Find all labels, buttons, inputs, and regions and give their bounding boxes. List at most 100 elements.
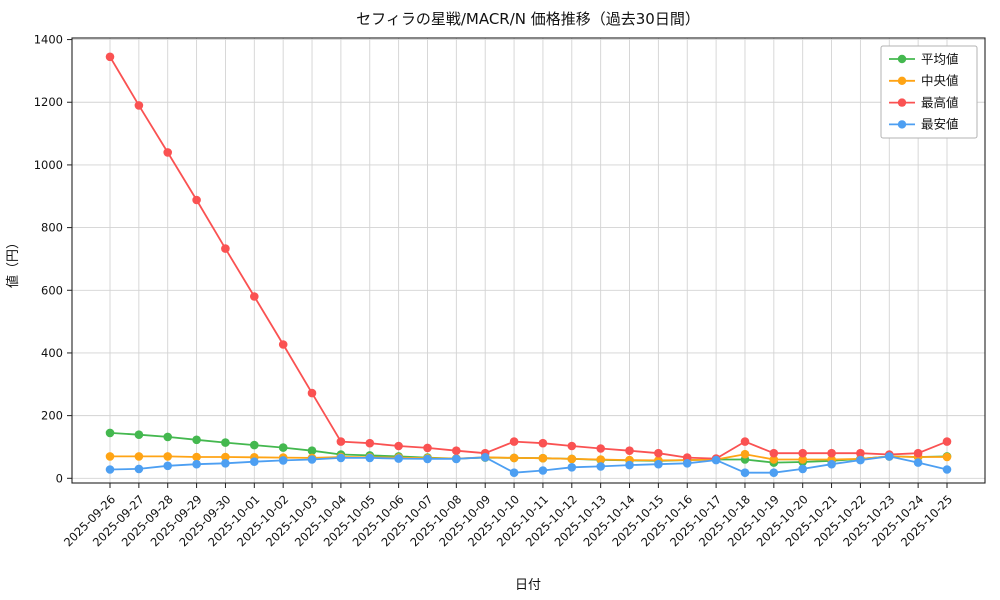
x-axis-label: 日付 (515, 578, 541, 593)
data-point-min (394, 454, 403, 463)
data-point-max (221, 244, 230, 253)
data-point-min (192, 459, 201, 469)
legend-label-median: 中央値 (921, 73, 959, 88)
data-point-median (192, 452, 201, 462)
data-point-max (365, 438, 375, 448)
legend-box (880, 45, 978, 139)
legend-item-max: 最高値 (889, 95, 959, 110)
data-point-median (163, 452, 172, 461)
data-point-max (827, 448, 836, 458)
data-point-average (307, 446, 317, 456)
data-point-min (221, 459, 230, 468)
data-point-max (134, 101, 144, 110)
data-point-min (423, 454, 432, 464)
data-point-average (134, 430, 144, 440)
data-point-max (278, 340, 288, 349)
data-point-average (278, 443, 288, 452)
data-point-median (567, 454, 577, 464)
data-point-median (798, 455, 807, 464)
y-tick-label: 400 (41, 346, 63, 360)
legend-item-median: 中央値 (889, 73, 959, 88)
data-point-max (856, 448, 865, 458)
data-point-max (250, 292, 259, 301)
data-point-min (596, 462, 605, 471)
data-point-min (307, 455, 317, 464)
data-point-min (567, 463, 577, 472)
legend-label-average: 平均値 (921, 51, 959, 66)
data-point-min (336, 453, 346, 463)
data-point-min (798, 464, 807, 474)
data-point-min (942, 465, 952, 474)
data-point-min (885, 452, 894, 461)
data-point-max (942, 437, 952, 446)
y-tick-label: 1400 (34, 33, 63, 47)
data-point-max (394, 441, 403, 451)
y-axis-label: 値（円） (5, 236, 21, 288)
data-point-max (596, 444, 605, 453)
data-point-max (163, 148, 172, 157)
data-point-min (711, 455, 721, 465)
data-point-min (134, 464, 144, 474)
data-point-min (740, 468, 750, 478)
data-point-max (769, 448, 779, 458)
data-point-max (567, 441, 577, 451)
data-point-median (769, 455, 779, 464)
data-point-min (452, 454, 461, 464)
data-point-max (509, 437, 519, 446)
data-point-min (163, 461, 172, 471)
series-layer (105, 52, 952, 478)
legend-label-max: 最高値 (921, 95, 959, 110)
data-point-median (596, 455, 605, 464)
y-tick-label: 200 (41, 409, 63, 423)
data-point-max (192, 195, 201, 205)
series-line-max (109, 55, 948, 460)
data-point-min (769, 468, 779, 478)
data-point-max (654, 448, 663, 458)
data-point-max (625, 446, 634, 456)
data-point-average (192, 435, 201, 445)
data-point-max (798, 448, 807, 458)
data-point-max (307, 388, 317, 398)
data-point-max (105, 52, 115, 62)
series-line-min (109, 455, 948, 474)
data-point-min (682, 459, 692, 468)
data-point-min (509, 468, 519, 478)
chart-title: セフィラの星戦/MACR/N 価格推移（過去30日間） (356, 10, 700, 28)
data-point-average (105, 428, 115, 438)
data-point-min (365, 453, 375, 463)
data-point-min (480, 453, 490, 462)
data-point-min (105, 465, 115, 474)
data-point-min (913, 458, 923, 467)
series-line-median (109, 453, 948, 462)
data-point-average (163, 432, 172, 442)
data-point-median (538, 453, 548, 463)
data-point-max (913, 448, 923, 458)
grid-layer (72, 38, 985, 483)
data-point-median (509, 453, 519, 463)
y-tick-label: 600 (41, 283, 63, 297)
legend-item-average: 平均値 (889, 51, 959, 66)
y-tick-label: 800 (41, 221, 63, 235)
data-point-median (740, 449, 750, 459)
data-point-median (221, 452, 230, 462)
data-point-max (423, 443, 432, 453)
y-tick-label: 1200 (34, 95, 63, 109)
data-point-median (942, 452, 952, 462)
data-point-min (250, 457, 259, 467)
legend-marker-min (897, 120, 907, 129)
data-point-min (827, 459, 836, 469)
data-point-min (278, 456, 288, 465)
legend-label-min: 最安値 (921, 117, 959, 132)
data-point-max (740, 437, 750, 446)
data-point-max (452, 446, 461, 456)
y-tick-label: 1000 (34, 158, 63, 172)
y-tick-label: 0 (56, 471, 63, 485)
plot-frame (71, 37, 986, 484)
legend-marker-max (897, 98, 907, 107)
axes-layer: 02004006008001000120014002025-09-262025-… (34, 33, 986, 549)
data-point-average (221, 438, 230, 447)
data-point-min (538, 466, 548, 475)
